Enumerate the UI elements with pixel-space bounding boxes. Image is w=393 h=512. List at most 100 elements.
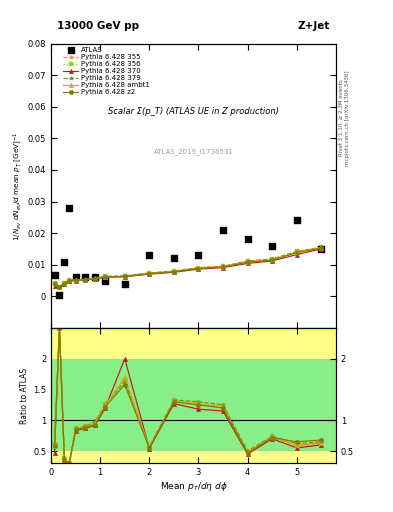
Pythia 6.428 379 [221,263,226,269]
Line: Pythia 6.428 379: Pythia 6.428 379 [52,245,323,289]
Pythia 6.428 355 [52,281,57,287]
ATLAS [294,217,300,225]
Pythia 6.428 ambt1 [52,280,57,286]
Pythia 6.428 356 [245,258,250,264]
Pythia 6.428 ambt1 [103,273,108,280]
ATLAS [102,276,108,285]
Pythia 6.428 379 [319,244,323,250]
Pythia 6.428 355 [221,264,226,270]
Pythia 6.428 370 [319,246,323,252]
Pythia 6.428 356 [52,280,57,286]
Pythia 6.428 356 [62,280,67,286]
Pythia 6.428 355 [123,273,127,280]
ATLAS [269,242,275,250]
Pythia 6.428 356 [221,263,226,269]
Pythia 6.428 ambt1 [270,257,274,263]
Pythia 6.428 370 [83,277,88,283]
Pythia 6.428 379 [123,273,127,279]
Pythia 6.428 370 [103,274,108,281]
Line: Pythia 6.428 356: Pythia 6.428 356 [52,245,323,289]
Pythia 6.428 356 [196,265,201,271]
Pythia 6.428 z2 [294,250,299,256]
Pythia 6.428 z2 [270,257,274,263]
ATLAS [51,271,58,279]
Pythia 6.428 356 [83,276,88,282]
Pythia 6.428 ambt1 [73,277,78,283]
Pythia 6.428 355 [196,265,201,271]
Text: 13000 GeV pp: 13000 GeV pp [57,20,139,31]
Pythia 6.428 370 [147,271,152,278]
ATLAS [92,273,98,282]
X-axis label: Mean $p_T/d\eta\ d\phi$: Mean $p_T/d\eta\ d\phi$ [160,480,228,493]
Pythia 6.428 356 [93,274,97,281]
Pythia 6.428 z2 [62,281,67,287]
Pythia 6.428 379 [171,268,176,274]
Pythia 6.428 z2 [103,274,108,280]
Pythia 6.428 355 [171,269,176,275]
Pythia 6.428 355 [62,281,67,287]
Pythia 6.428 355 [93,275,97,282]
Pythia 6.428 z2 [319,245,323,251]
Pythia 6.428 ambt1 [62,280,67,286]
ATLAS [171,254,177,263]
ATLAS [244,236,251,244]
ATLAS [66,204,72,212]
Pythia 6.428 z2 [83,276,88,283]
Pythia 6.428 z2 [196,265,201,271]
Y-axis label: Ratio to ATLAS: Ratio to ATLAS [20,368,29,424]
Pythia 6.428 ambt1 [245,259,250,265]
ATLAS [195,251,202,260]
Pythia 6.428 370 [294,251,299,258]
Pythia 6.428 355 [83,276,88,283]
Pythia 6.428 z2 [73,277,78,283]
ATLAS [73,273,79,282]
Pythia 6.428 355 [245,259,250,265]
Pythia 6.428 z2 [171,269,176,275]
Y-axis label: $1/N_{ev}\ dN_{ev}/d$ mean $p_T\ [\mathrm{GeV}]^{-1}$: $1/N_{ev}\ dN_{ev}/d$ mean $p_T\ [\mathr… [11,131,24,241]
Pythia 6.428 379 [270,256,274,262]
ATLAS [318,245,324,253]
Pythia 6.428 356 [147,270,152,276]
Pythia 6.428 355 [103,274,108,280]
Pythia 6.428 379 [147,270,152,276]
Pythia 6.428 370 [52,283,57,289]
Pythia 6.428 ambt1 [57,284,62,290]
Pythia 6.428 370 [67,278,72,284]
Pythia 6.428 379 [196,265,201,271]
Pythia 6.428 379 [294,248,299,254]
Pythia 6.428 ambt1 [294,249,299,255]
Pythia 6.428 355 [57,284,62,290]
Pythia 6.428 355 [319,245,323,251]
Pythia 6.428 379 [67,277,72,283]
Pythia 6.428 ambt1 [123,273,127,279]
Pythia 6.428 370 [73,278,78,284]
Pythia 6.428 370 [171,269,176,275]
Pythia 6.428 379 [83,276,88,282]
Pythia 6.428 356 [123,273,127,279]
Pythia 6.428 379 [57,284,62,290]
Pythia 6.428 ambt1 [93,275,97,282]
ATLAS [220,226,226,234]
Pythia 6.428 355 [147,270,152,276]
ATLAS [146,251,152,260]
Pythia 6.428 ambt1 [319,245,323,251]
Pythia 6.428 379 [52,280,57,286]
Pythia 6.428 ambt1 [196,265,201,271]
Pythia 6.428 ambt1 [171,268,176,274]
ATLAS [56,291,62,299]
Pythia 6.428 ambt1 [67,277,72,283]
ATLAS [122,280,128,288]
Line: Pythia 6.428 z2: Pythia 6.428 z2 [52,246,323,289]
Pythia 6.428 ambt1 [83,276,88,283]
Line: Pythia 6.428 ambt1: Pythia 6.428 ambt1 [52,245,323,289]
Text: Z+Jet: Z+Jet [298,20,330,31]
Pythia 6.428 379 [73,277,78,283]
Pythia 6.428 z2 [52,281,57,287]
Pythia 6.428 379 [103,273,108,280]
Pythia 6.428 355 [73,277,78,283]
Line: Pythia 6.428 355: Pythia 6.428 355 [52,246,323,289]
Pythia 6.428 379 [245,258,250,264]
Text: Scalar Σ(p_T) (ATLAS UE in Z production): Scalar Σ(p_T) (ATLAS UE in Z production) [108,108,279,116]
Pythia 6.428 356 [73,277,78,283]
Pythia 6.428 356 [57,284,62,290]
